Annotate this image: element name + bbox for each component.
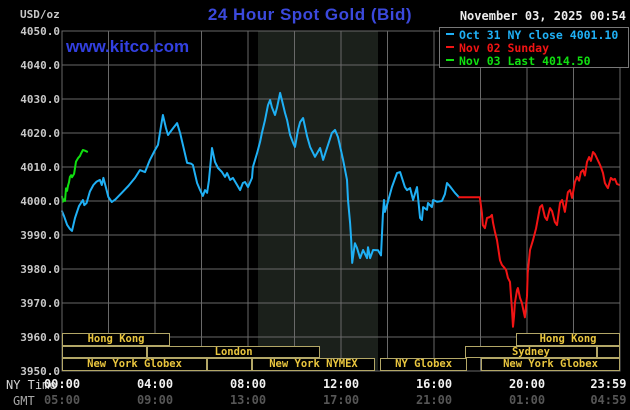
x-axis-tick-ny: 16:00 <box>415 377 453 391</box>
session-box <box>62 345 148 358</box>
y-axis-tick: 4020.0 <box>20 126 60 140</box>
series-line-0 <box>61 91 461 264</box>
y-axis-tick: 4000.0 <box>20 194 60 208</box>
x-axis-tick-gmt: 13:00 <box>229 393 267 407</box>
page-title: 24 Hour Spot Gold (Bid) <box>207 5 413 24</box>
legend-dash-icon <box>446 46 454 48</box>
series-line-2 <box>61 149 89 203</box>
session-box-ny-globex: NY Globex <box>380 358 468 371</box>
session-box-new-york-nymex: New York NYMEX <box>252 358 375 371</box>
legend-dash-icon <box>446 33 454 35</box>
unit-label: USD/oz <box>20 8 60 21</box>
session-box-new-york-globex: New York Globex <box>481 358 620 371</box>
ny-time-caption: NY Time <box>6 378 57 392</box>
x-axis-tick-gmt: 09:00 <box>136 393 174 407</box>
y-axis-tick: 3970.0 <box>20 296 60 310</box>
x-axis-tick-ny: 23:59 <box>590 377 627 391</box>
x-axis-tick-gmt: 17:00 <box>322 393 360 407</box>
y-axis-tick: 3990.0 <box>20 228 60 242</box>
y-axis-tick: 4040.0 <box>20 58 60 72</box>
legend-item: Nov 03 Last 4014.50 <box>444 55 628 68</box>
x-axis-tick-gmt: 01:00 <box>508 393 546 407</box>
legend-item: Oct 31 NY close 4001.10 <box>444 29 628 42</box>
legend-label: Nov 02 Sunday <box>459 41 550 55</box>
session-box <box>207 358 252 371</box>
x-axis-tick-gmt: 04:59 <box>590 393 627 407</box>
kitco-website-link[interactable]: www.kitco.com <box>66 37 190 56</box>
y-axis-tick: 4050.0 <box>20 24 60 38</box>
y-axis-tick: 3950.0 <box>20 364 60 378</box>
legend-item: Nov 02 Sunday <box>444 42 628 55</box>
legend: Oct 31 NY close 4001.10 Nov 02 Sunday Nov … <box>439 27 629 68</box>
session-box-new-york-globex: New York Globex <box>62 358 208 371</box>
y-axis-tick: 4030.0 <box>20 92 60 106</box>
x-axis-tick-ny: 20:00 <box>508 377 546 391</box>
session-box-sydney: Sydney <box>464 345 597 358</box>
x-axis-tick-ny: 00:00 <box>43 377 81 391</box>
gmt-caption: GMT <box>13 394 35 408</box>
x-axis-tick-ny: 08:00 <box>229 377 267 391</box>
session-box-london: London <box>147 345 321 358</box>
series-line-1 <box>458 151 621 328</box>
x-axis-tick-gmt: 21:00 <box>415 393 453 407</box>
legend-dash-icon <box>446 59 454 61</box>
legend-label: Nov 03 Last 4014.50 <box>459 54 591 68</box>
session-box-hong-kong: Hong Kong <box>62 333 171 346</box>
y-axis-tick: 4010.0 <box>20 160 60 174</box>
legend-label: Oct 31 NY close 4001.10 <box>459 28 619 42</box>
datetime-label: November 03, 2025 00:54 <box>459 9 626 23</box>
y-axis-tick: 3960.0 <box>20 330 60 344</box>
y-axis-tick: 3980.0 <box>20 262 60 276</box>
x-axis-tick-ny: 12:00 <box>322 377 360 391</box>
x-axis-tick-gmt: 05:00 <box>43 393 81 407</box>
session-box <box>597 345 620 358</box>
x-axis-tick-ny: 04:00 <box>136 377 174 391</box>
session-box-hong-kong: Hong Kong <box>516 333 620 346</box>
